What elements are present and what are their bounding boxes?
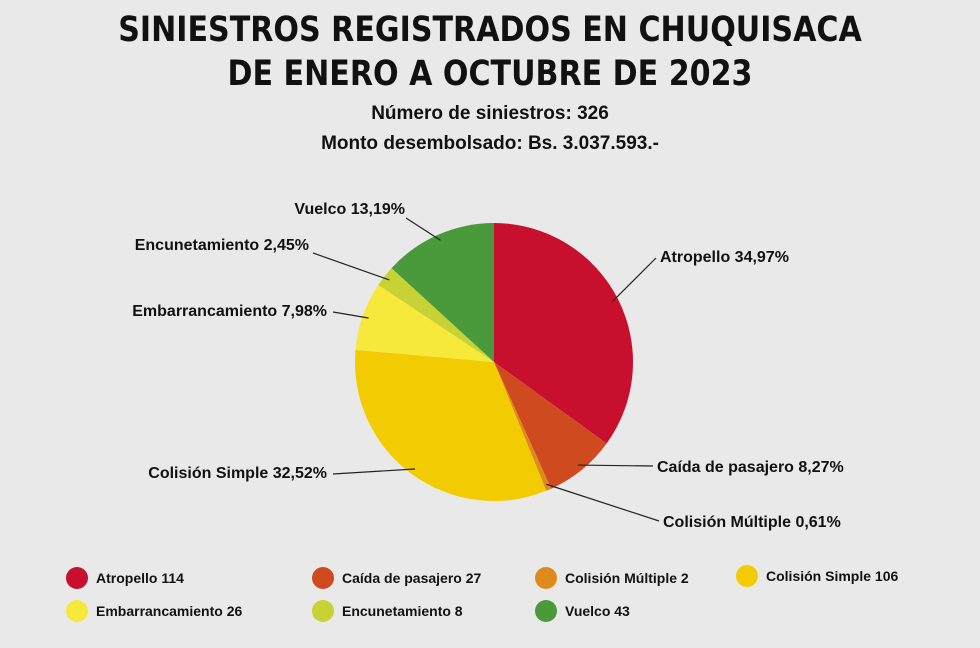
slice-label: Encunetamiento 2,45% [135, 237, 309, 254]
legend-swatch [66, 600, 88, 622]
slice-label: Vuelco 13,19% [294, 201, 405, 218]
legend-item: Embarrancamiento 26 [66, 600, 242, 622]
chart-title-line2: DE ENERO A OCTUBRE DE 2023 [227, 54, 753, 94]
slice-label: Colisión Múltiple 0,61% [663, 514, 841, 531]
legend-swatch [312, 600, 334, 622]
pie-slice-encunetamiento [378, 268, 494, 362]
legend-item: Encunetamiento 8 [312, 600, 463, 622]
chart-title-line1: SINIESTROS REGISTRADOS EN CHUQUISACA [118, 10, 862, 50]
legend-item: Colisión Múltiple 2 [535, 567, 689, 589]
pie-slice-embarrancamiento [355, 284, 494, 362]
legend-swatch [66, 567, 88, 589]
leader-line [578, 464, 654, 467]
leader-line [332, 311, 369, 319]
legend-label: Atropello 114 [96, 570, 184, 586]
slice-label: Caída de pasajero 8,27% [657, 459, 844, 476]
legend-label: Encunetamiento 8 [342, 603, 463, 619]
leader-line [405, 217, 441, 241]
leader-line [546, 483, 660, 522]
legend-swatch [736, 565, 758, 587]
subtitle-amount: Monto desembolsado: Bs. 3.037.593.- [321, 133, 659, 154]
pie-slice-colisi-n-m-ltiple [494, 362, 552, 491]
legend-label: Vuelco 43 [565, 603, 630, 619]
legend-swatch [535, 567, 557, 589]
legend-item: Caída de pasajero 27 [312, 567, 481, 589]
legend-label: Caída de pasajero 27 [342, 570, 482, 586]
legend-item: Colisión Simple 106 [736, 565, 898, 587]
pie-slice-colisi-n-simple [355, 349, 547, 501]
legend-swatch [535, 600, 557, 622]
legend-label: Colisión Múltiple 2 [565, 570, 689, 586]
legend-item: Atropello 114 [66, 567, 184, 589]
pie-slice-ca-da-de-pasajero [494, 362, 607, 489]
pie-slice-vuelco [391, 223, 494, 362]
legend-label: Colisión Simple 106 [766, 568, 899, 584]
subtitle-count: Número de siniestros: 326 [371, 103, 609, 124]
leader-line [612, 257, 657, 302]
slice-label: Atropello 34,97% [660, 249, 789, 266]
legend-swatch [312, 567, 334, 589]
leader-line [332, 468, 416, 475]
leader-line [312, 252, 390, 281]
slice-label: Embarrancamiento 7,98% [132, 303, 327, 320]
legend-label: Embarrancamiento 26 [96, 603, 243, 619]
slice-label: Colisión Simple 32,52% [148, 465, 327, 482]
pie-slice-atropello [494, 223, 633, 444]
legend-item: Vuelco 43 [535, 600, 630, 622]
